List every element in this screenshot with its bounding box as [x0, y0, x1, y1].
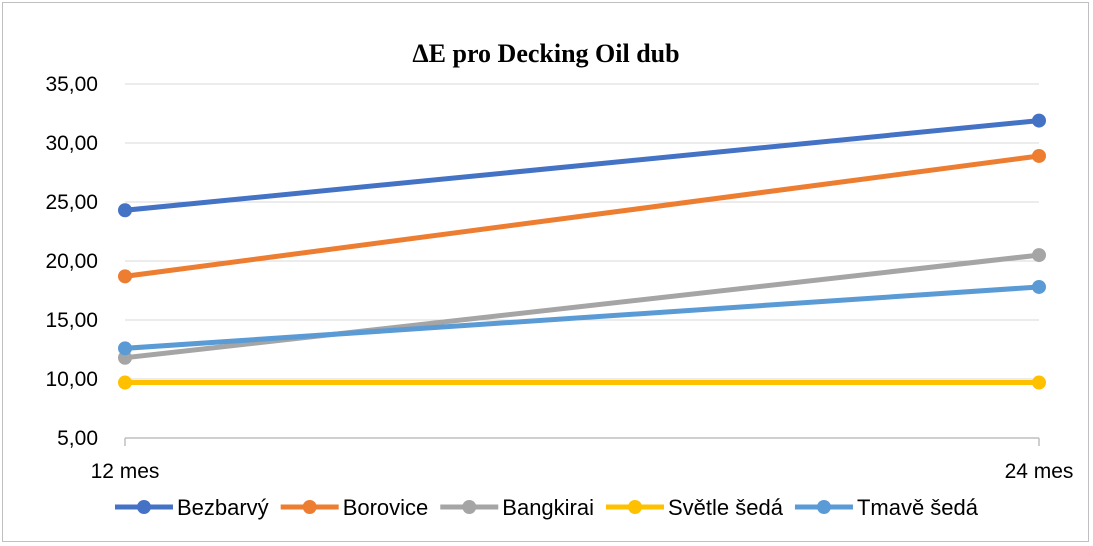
- y-tick-label: 25,00: [45, 191, 98, 214]
- legend-item: Tmavě šedá: [794, 495, 979, 520]
- legend-swatch-marker: [816, 500, 831, 514]
- legend-swatch-marker: [462, 500, 477, 514]
- data-point: [118, 375, 132, 390]
- legend-label: Světle šedá: [668, 495, 784, 520]
- data-point: [1032, 279, 1046, 294]
- data-point: [1032, 113, 1046, 128]
- y-tick-label: 5,00: [57, 427, 98, 450]
- data-point: [118, 203, 132, 218]
- legend-label: Bezbarvý: [177, 495, 269, 520]
- y-tick-label: 30,00: [45, 132, 98, 155]
- x-tick-label: 24 mes: [1005, 460, 1074, 483]
- legend-label: Borovice: [343, 495, 429, 520]
- legend-swatch-marker: [302, 500, 317, 514]
- legend-item: Světle šedá: [606, 495, 784, 520]
- data-point: [118, 269, 132, 284]
- legend: Bezbarvý Borovice Bangkirai Světle šedá Tmav…: [114, 495, 979, 520]
- series-line: [122, 284, 1042, 351]
- legend-item: Borovice: [280, 495, 429, 520]
- legend-swatch-marker: [136, 500, 151, 514]
- series-2: [118, 248, 1046, 365]
- y-tick-label: 10,00: [45, 368, 98, 391]
- legend-label: Bangkirai: [502, 495, 594, 520]
- legend-item: Bezbarvý: [114, 495, 269, 520]
- series-line: [122, 118, 1042, 213]
- data-point: [1032, 375, 1046, 390]
- series-3: [118, 375, 1046, 390]
- series-line: [122, 252, 1042, 361]
- x-tick-label: 12 mes: [91, 460, 160, 483]
- y-axis: 5,00 10,00 15,00 20,00 25,00 30,00 35,00: [45, 73, 98, 450]
- data-point: [1032, 148, 1046, 163]
- data-point: [1032, 248, 1046, 263]
- legend-label: Tmavě šedá: [857, 495, 979, 520]
- y-tick-label: 15,00: [45, 309, 98, 332]
- series-group: [118, 113, 1046, 390]
- legend-swatch-marker: [628, 500, 642, 514]
- data-point: [118, 341, 132, 356]
- chart-title: ΔE pro Decking Oil dub: [412, 39, 679, 68]
- series-4: [118, 279, 1046, 356]
- series-line: [122, 153, 1042, 279]
- legend-item: Bangkirai: [440, 495, 594, 520]
- series-0: [118, 113, 1046, 218]
- series-1: [118, 148, 1046, 284]
- y-tick-label: 20,00: [45, 250, 98, 273]
- gridlines: [125, 83, 1039, 380]
- y-tick-label: 35,00: [45, 73, 98, 96]
- x-axis: 12 mes 24 mes: [91, 437, 1074, 483]
